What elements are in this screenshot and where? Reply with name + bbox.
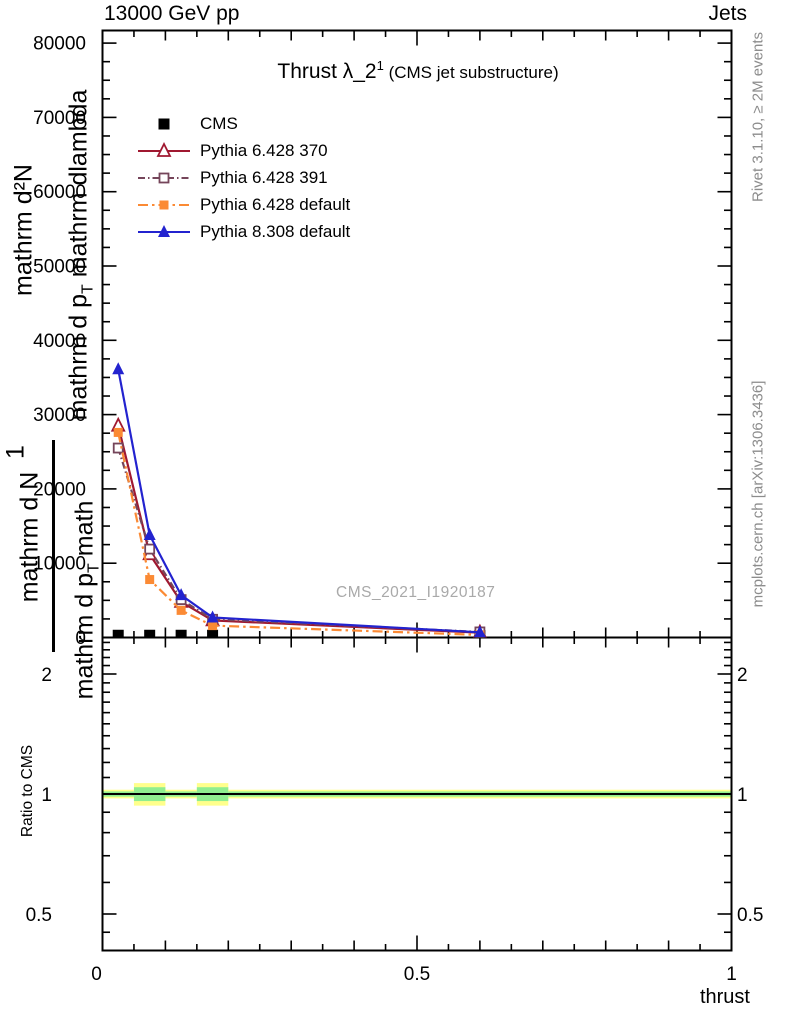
y-axis-label-fragment-d2n: mathrm d²N [9, 164, 38, 296]
legend-label-pythia-6-428-default: Pythia 6.428 default [200, 194, 351, 214]
legend-item-pythia-8-308-default: Pythia 8.308 default [136, 218, 350, 245]
svg-text:2: 2 [41, 665, 52, 686]
x-axis-label: thrust [699, 986, 750, 1008]
data-series-group [110, 362, 487, 638]
y-axis-label-fragment-dpt-dlambda: mathrm d pT mathrm dlambda [64, 89, 97, 421]
series-cms [112, 629, 486, 638]
legend-label-cms: CMS [200, 113, 238, 133]
svg-text:70000: 70000 [33, 108, 86, 129]
svg-text:0: 0 [75, 628, 86, 649]
legend-marker-cms [158, 118, 170, 129]
series-pythia-6-428-391 [112, 442, 486, 638]
svg-text:40000: 40000 [33, 331, 86, 352]
ratio-axis-label: Ratio to CMS [19, 744, 36, 838]
plot-title-superscript: 1 [376, 58, 384, 73]
y-axis-label-fragment-dpt2: mathrm d pT math [70, 500, 103, 700]
svg-text:1: 1 [726, 964, 737, 985]
svg-text:10000: 10000 [33, 554, 86, 575]
legend-item-pythia-6-428-default: Pythia 6.428 default [136, 191, 350, 218]
beam-energy-label: 13000 GeV pp [104, 2, 240, 25]
svg-text:0.5: 0.5 [737, 905, 763, 926]
plot-title-paren: (CMS jet substructure) [383, 63, 559, 82]
y-axis-label-fraction-bar [52, 440, 55, 652]
tick-labels: 0 10000 20000 30000 40000 50000 60000 70000 8000… [26, 34, 764, 985]
legend-item-pythia-6-428-370: Pythia 6.428 370 [136, 137, 350, 164]
svg-text:60000: 60000 [33, 182, 86, 203]
svg-text:80000: 80000 [33, 34, 86, 55]
legend-label-pythia-8-308-default: Pythia 8.308 default [200, 221, 351, 241]
legend-marker-pythia-6-428-default [138, 200, 190, 209]
svg-text:50000: 50000 [33, 257, 86, 278]
series-pythia-6-428-default [113, 427, 485, 638]
plot-title-main: Thrust λ_2 [277, 60, 377, 83]
analysis-id-watermark: CMS_2021_I1920187 [336, 584, 496, 601]
y-axis-label-fragment-one: 1 [1, 445, 30, 459]
svg-text:0.5: 0.5 [404, 964, 430, 985]
legend-label-pythia-6-428-391: Pythia 6.428 391 [200, 167, 328, 187]
legend-marker-pythia-8-308-default [138, 224, 190, 237]
axis-ticks [101, 30, 733, 951]
series-pythia-6-428-370 [110, 416, 487, 638]
svg-text:30000: 30000 [33, 405, 86, 426]
rivet-version-note: Rivet 3.1.10, ≥ 2M events [749, 32, 767, 202]
svg-text:1: 1 [41, 785, 52, 806]
legend-marker-pythia-6-428-370 [138, 141, 190, 157]
series-pythia-8-308-default [112, 362, 486, 638]
svg-text:2: 2 [737, 665, 748, 686]
cms-uncertainty-band [102, 783, 732, 806]
y-axis-label-fragment-dn: mathrm d N [15, 471, 44, 603]
svg-text:20000: 20000 [33, 479, 86, 500]
legend-item-pythia-6-428-391: Pythia 6.428 391 [136, 164, 350, 191]
plot-title: Thrust λ_21 (CMS jet substructure) [277, 58, 558, 84]
svg-text:0.5: 0.5 [26, 905, 52, 926]
legend-marker-pythia-6-428-391 [138, 172, 190, 183]
legend: CMS Pythia 6.428 370 Pythia 6.428 391 Pythi… [136, 110, 350, 245]
legend-item-cms: CMS [136, 110, 350, 137]
svg-text:1: 1 [737, 785, 748, 806]
mcplots-reference-note: mcplots.cern.ch [arXiv:1306.3436] [749, 380, 767, 608]
legend-label-pythia-6-428-370: Pythia 6.428 370 [200, 140, 328, 160]
analysis-group-label: Jets [708, 2, 747, 25]
svg-text:0: 0 [91, 964, 102, 985]
